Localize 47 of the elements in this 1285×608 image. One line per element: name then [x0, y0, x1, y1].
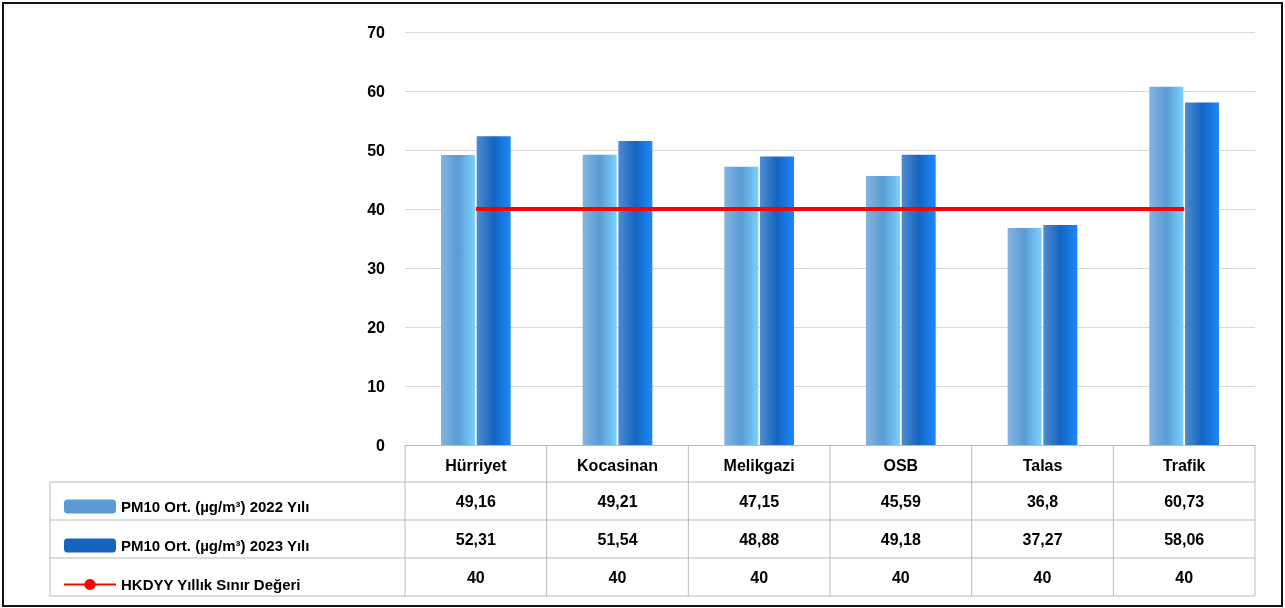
bar [1043, 225, 1078, 445]
bar [865, 176, 900, 445]
data-label: 37,27 [1022, 530, 1063, 548]
y-tick-label: 30 [367, 259, 386, 277]
y-tick-label: 40 [367, 200, 386, 218]
data-label: 40 [466, 568, 485, 586]
data-label: 52,31 [455, 530, 496, 548]
bar [724, 166, 759, 445]
data-label: 47,15 [739, 492, 780, 510]
data-label: 49,21 [597, 492, 638, 510]
bar [1007, 227, 1042, 445]
data-label: 40 [750, 568, 769, 586]
data-label: 40 [1033, 568, 1052, 586]
bar [1149, 86, 1184, 445]
bar [440, 154, 475, 445]
data-label: 60,73 [1164, 492, 1205, 510]
data-label: 40 [891, 568, 910, 586]
data-label: 48,88 [739, 530, 780, 548]
bar [476, 136, 511, 445]
data-label: 49,16 [455, 492, 496, 510]
data-label: 36,8 [1026, 492, 1059, 510]
x-tick-label: Talas [1022, 456, 1063, 474]
y-tick-label: 20 [367, 318, 386, 336]
x-tick-label: Hürriyet [445, 456, 508, 474]
x-tick-label: OSB [883, 456, 919, 474]
data-label: 45,59 [880, 492, 921, 510]
bar [582, 154, 617, 445]
y-tick-label: 0 [376, 436, 386, 454]
bar [1185, 102, 1220, 445]
bar [901, 154, 936, 445]
legend-label: PM10 Ort. (µg/m³) 2023 Yılı [121, 537, 310, 554]
y-tick-label: 70 [367, 23, 386, 41]
data-label: 58,06 [1164, 530, 1205, 548]
legend-label: PM10 Ort. (µg/m³) 2022 Yılı [121, 498, 310, 515]
y-tick-label: 50 [367, 141, 386, 159]
data-label: 40 [608, 568, 627, 586]
data-label: 40 [1175, 568, 1194, 586]
legend-label: HKDYY Yıllık Sınır Değeri [121, 576, 301, 593]
data-label: 49,18 [880, 530, 921, 548]
bar [760, 156, 795, 445]
y-tick-label: 60 [367, 82, 386, 100]
data-label: 51,54 [597, 530, 638, 548]
x-tick-label: Kocasinan [577, 456, 658, 474]
bar [618, 140, 653, 445]
x-tick-label: Melikgazi [723, 456, 795, 474]
y-tick-label: 10 [367, 377, 386, 395]
x-tick-label: Trafik [1162, 456, 1206, 474]
